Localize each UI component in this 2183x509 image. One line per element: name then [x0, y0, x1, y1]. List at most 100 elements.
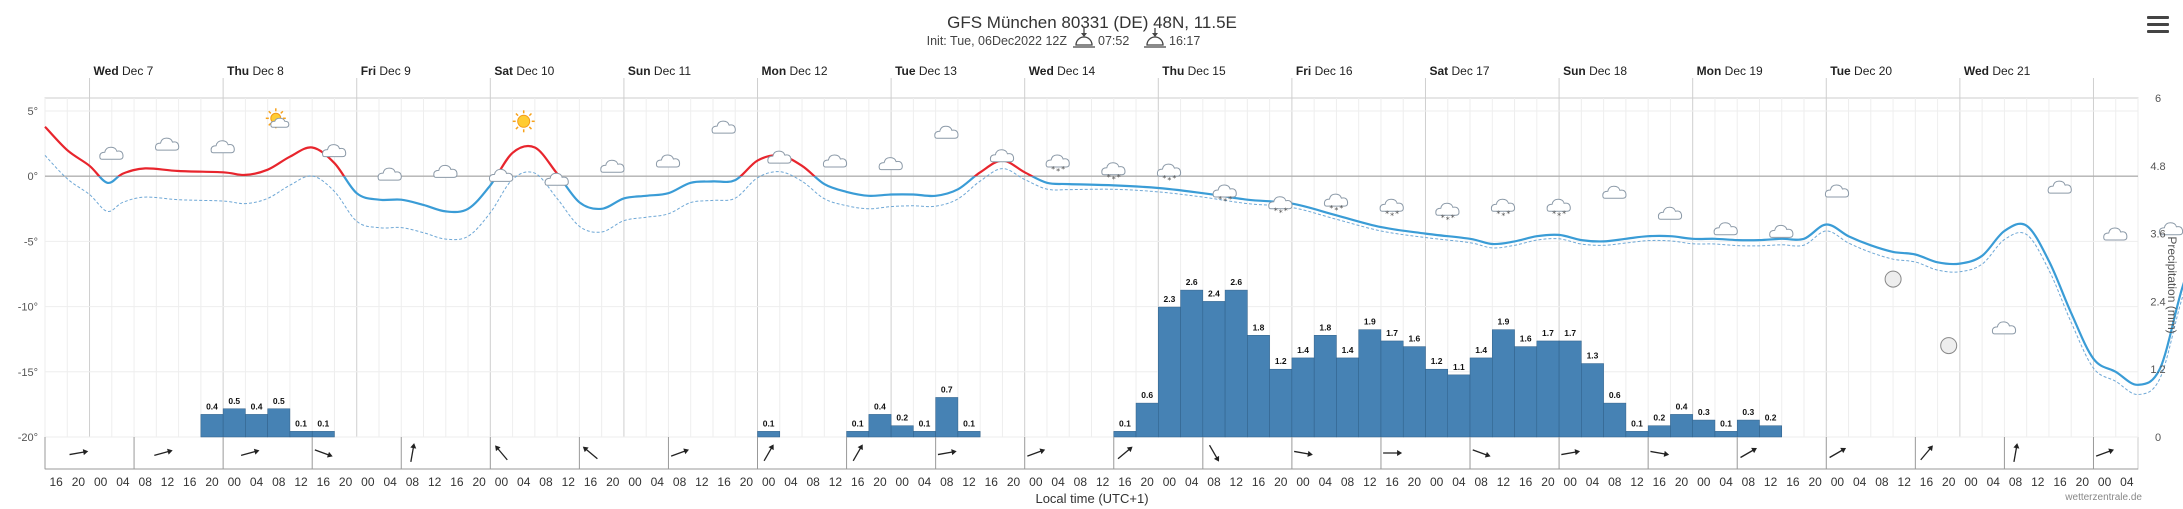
snowflake: * — [1329, 204, 1333, 213]
cloud-shape — [2047, 180, 2072, 194]
wind-arrow-head — [2013, 443, 2020, 449]
snowflake: * — [1562, 209, 1566, 218]
cloud-shape — [822, 154, 848, 168]
hour-tick: 12 — [1630, 475, 1644, 489]
sunset-icon — [1144, 28, 1166, 48]
hour-tick: 20 — [205, 475, 219, 489]
hour-tick: 12 — [1497, 475, 1511, 489]
wind-arrow-head — [2108, 448, 2114, 455]
temp-tick: 0° — [27, 171, 38, 183]
precip-bar — [1402, 346, 1426, 438]
hour-tick: 12 — [294, 475, 308, 489]
wind-arrow — [154, 448, 173, 456]
wind-arrow-head — [582, 446, 589, 453]
moon-icon — [1940, 337, 1958, 355]
precip-bar — [1714, 431, 1738, 438]
snowflake: * — [1451, 213, 1455, 222]
snowflake: * — [1496, 209, 1500, 218]
hour-tick: 04 — [1987, 475, 2001, 489]
precip-label: 0.6 — [1141, 390, 1153, 400]
x-axis-title: Local time (UTC+1) — [1035, 491, 1148, 506]
precip-label: 1.4 — [1342, 345, 1354, 355]
precip-bar — [1247, 335, 1270, 438]
snow-icon: * * * — [1490, 198, 1516, 220]
sun-ray — [515, 112, 519, 117]
cloud-icon — [1602, 185, 1627, 199]
chart-menu-button[interactable] — [2147, 16, 2169, 36]
wind-arrow — [852, 444, 863, 462]
cloud-icon — [878, 157, 903, 171]
day-label: Mon Dec 12 — [762, 64, 828, 78]
cloud-shape — [934, 125, 959, 139]
wind-arrow-head — [1039, 448, 1046, 455]
precipitation-labels: 0.4 0.5 0.4 0.5 0.1 0.1 0.1 0.1 0.4 0.2 0.1 0.7 0.1 0… — [206, 277, 1777, 428]
day-label: Sat Dec 10 — [494, 64, 554, 78]
precip-bar — [1603, 402, 1627, 438]
precip-bar — [846, 431, 870, 438]
wind-arrow — [1027, 448, 1046, 457]
precip-bar — [1447, 374, 1471, 438]
temp-tick: -15° — [18, 367, 38, 379]
wind-arrow-head — [410, 443, 417, 449]
hour-tick: 04 — [2120, 475, 2134, 489]
precip-label: 0.1 — [295, 418, 307, 428]
sunset-time: 16:17 — [1169, 34, 1200, 48]
hour-tick: 00 — [1163, 475, 1177, 489]
snowflake: * — [1051, 165, 1055, 174]
wind-arrow-head — [326, 451, 333, 458]
cloud-icon — [99, 146, 124, 160]
precip-label: 0.2 — [1765, 413, 1777, 423]
hour-tick: 04 — [1185, 475, 1199, 489]
precip-tick: 1.2 — [2150, 364, 2165, 376]
hour-tick: 08 — [272, 475, 286, 489]
hour-tick: 08 — [139, 475, 153, 489]
hour-tick: 08 — [1474, 475, 1488, 489]
snow-icon: * * * — [1156, 163, 1182, 185]
precip-bar — [1759, 425, 1782, 438]
snowflake: * — [1117, 173, 1121, 182]
wind-arrow — [314, 449, 333, 458]
day-label: Sat Dec 17 — [1429, 64, 1489, 78]
hour-tick: 20 — [1541, 475, 1555, 489]
wind-arrow-head — [253, 448, 260, 455]
hour-tick: 16 — [183, 475, 197, 489]
cloud-icon — [377, 167, 402, 181]
precip-label: 2.6 — [1186, 277, 1198, 287]
wind-arrow — [582, 446, 598, 460]
cloud-icon — [1824, 184, 1850, 198]
hour-tick: 12 — [562, 475, 576, 489]
hour-tick: 16 — [2053, 475, 2067, 489]
precip-tick: 3.6 — [2150, 229, 2165, 241]
snowflake: * — [1552, 209, 1556, 218]
snow-icon: * * * — [1435, 202, 1460, 224]
cloud-icon — [2158, 222, 2183, 236]
cloud-icon — [433, 164, 458, 178]
precip-bar — [868, 414, 892, 438]
snowflake: * — [1339, 204, 1343, 213]
snow-icon: * * * — [1268, 196, 1293, 218]
precip-label: 0.1 — [1631, 418, 1643, 428]
wind-arrow — [763, 444, 774, 462]
precip-bar — [1625, 431, 1649, 438]
precip-bar — [200, 414, 224, 438]
hour-tick: 20 — [1408, 475, 1422, 489]
hour-tick: 16 — [1519, 475, 1533, 489]
snow-icon: * * * — [1045, 154, 1070, 176]
snow-icon: * * * — [1212, 184, 1237, 206]
wind-arrow — [937, 449, 957, 456]
snowflake: * — [1284, 207, 1288, 216]
cloud-shape — [210, 140, 235, 154]
snow-icon: * * * — [1101, 162, 1126, 184]
cloud-icon — [822, 154, 848, 168]
hour-tick: 16 — [584, 475, 598, 489]
sun-ray — [280, 110, 284, 114]
hour-tick: 08 — [1074, 475, 1088, 489]
hour-tick: 04 — [1051, 475, 1065, 489]
menu-icon-bar — [2147, 16, 2169, 19]
cloud-shape — [989, 149, 1015, 163]
precip-bar — [1670, 414, 1693, 438]
hour-tick: 20 — [1942, 475, 1956, 489]
cloud-icon — [488, 168, 514, 182]
precip-bar — [1135, 402, 1159, 438]
hour-tick: 12 — [1230, 475, 1244, 489]
